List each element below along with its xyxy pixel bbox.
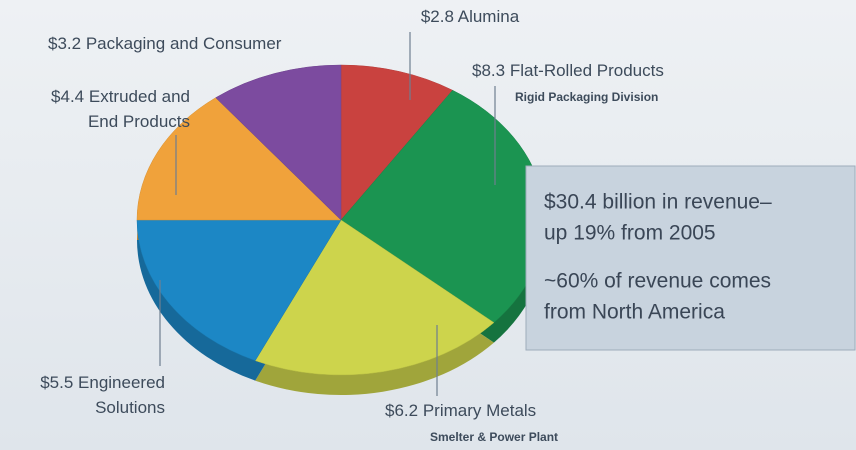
category-label: Extruded and — [89, 87, 190, 106]
sublabel: Rigid Packaging Division — [515, 90, 658, 104]
note-line: ~60% of revenue comes — [544, 270, 771, 293]
slice-label: $3.2 Packaging and Consumer — [48, 34, 282, 53]
category-label: End Products — [88, 112, 190, 131]
category-label: Engineered — [78, 373, 165, 392]
slice-label: $2.8 Alumina — [421, 7, 520, 26]
value-label: $4.4 — [51, 87, 84, 106]
sublabel: Smelter & Power Plant — [430, 430, 558, 444]
value-label: $2.8 — [421, 7, 454, 26]
value-label: $3.2 — [48, 34, 81, 53]
note-line: $30.4 billion in revenue– — [544, 191, 772, 214]
slice-label: $6.2 Primary Metals — [385, 401, 536, 420]
slice-label: $8.3 Flat-Rolled Products — [472, 61, 664, 80]
category-label: Primary Metals — [423, 401, 536, 420]
note-line: from North America — [544, 301, 725, 324]
value-label: $6.2 — [385, 401, 418, 420]
slice — [340, 64, 453, 221]
category-label: Alumina — [458, 7, 520, 26]
slice-label: $4.4 Extruded and — [51, 87, 190, 106]
labels: $2.8 Alumina $8.3 Flat-Rolled Products Rig… — [40, 7, 664, 444]
slice-label: $5.5 Engineered — [40, 373, 165, 392]
pie — [136, 64, 546, 395]
category-label: Flat-Rolled Products — [510, 61, 664, 80]
slice-label: Solutions — [95, 398, 165, 417]
value-label: $8.3 — [472, 61, 505, 80]
slice — [254, 219, 495, 376]
note-line: up 19% from 2005 — [544, 222, 716, 245]
value-label: $5.5 — [40, 373, 73, 392]
slice — [136, 219, 342, 361]
slice-label: End Products — [88, 112, 190, 131]
slice — [215, 64, 342, 221]
category-label: Solutions — [95, 398, 165, 417]
slice — [136, 97, 342, 221]
callout-box — [525, 165, 856, 351]
category-label: Packaging and Consumer — [86, 34, 282, 53]
